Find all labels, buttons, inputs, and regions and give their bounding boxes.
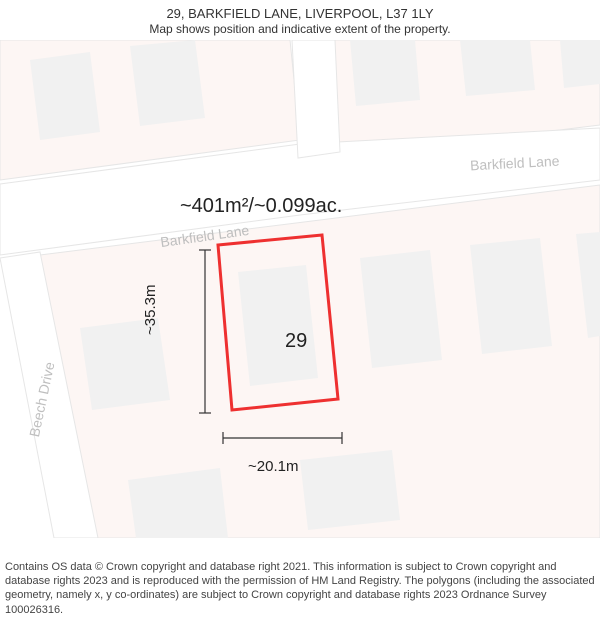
depth-measure-label: ~35.3m [142,285,159,335]
page-title: 29, BARKFIELD LANE, LIVERPOOL, L37 1LY [0,6,600,21]
width-measure-label: ~20.1m [248,458,298,475]
header: 29, BARKFIELD LANE, LIVERPOOL, L37 1LY M… [0,0,600,36]
footer-copyright: Contains OS data © Crown copyright and d… [0,555,600,625]
map: ~401m²/~0.099ac. Barkfield Lane Barkfiel… [0,40,600,538]
plot-number: 29 [285,330,307,353]
map-svg [0,40,600,538]
area-label: ~401m²/~0.099ac. [180,195,342,218]
page-subtitle: Map shows position and indicative extent… [0,22,600,36]
